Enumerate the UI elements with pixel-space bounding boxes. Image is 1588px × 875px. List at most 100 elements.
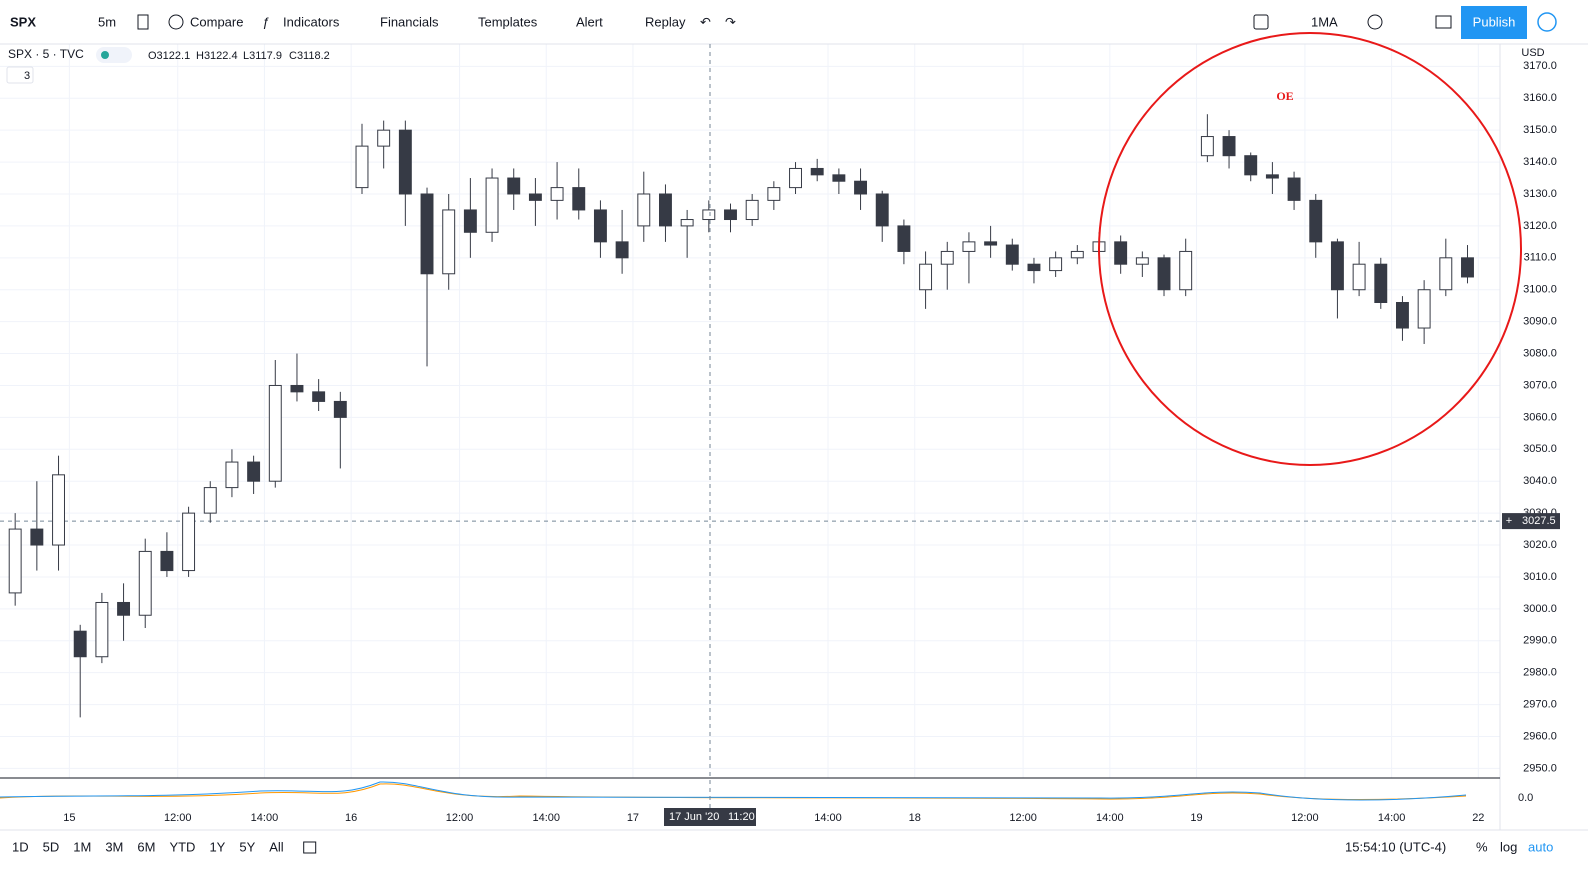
legend-low: L3117.9 bbox=[243, 50, 282, 62]
candle-body bbox=[789, 167, 802, 189]
templates[interactable]: Templates bbox=[478, 14, 538, 29]
compare[interactable]: Compare bbox=[190, 14, 243, 29]
indicators[interactable]: Indicators bbox=[283, 14, 340, 29]
range-button[interactable]: 6M bbox=[137, 839, 155, 854]
candle bbox=[117, 583, 131, 641]
y-tick-label: 3070.0 bbox=[1523, 379, 1557, 391]
candle-body bbox=[247, 461, 261, 482]
publish-button[interactable] bbox=[1461, 6, 1527, 39]
auto[interactable]: auto bbox=[1528, 839, 1553, 854]
candle bbox=[1395, 296, 1409, 341]
range-button[interactable]: 1Y bbox=[209, 839, 225, 854]
compare-icon[interactable] bbox=[168, 14, 184, 30]
financials[interactable]: Financials bbox=[380, 14, 439, 29]
range-button[interactable]: All bbox=[269, 839, 284, 854]
percent[interactable]: % bbox=[1476, 839, 1488, 854]
candle bbox=[463, 178, 477, 258]
fx-icon: ƒ bbox=[262, 14, 269, 29]
candle bbox=[1244, 152, 1258, 182]
layout[interactable]: 1MA bbox=[1311, 14, 1338, 29]
crosshair-date: 17 Jun '20 bbox=[669, 811, 719, 823]
candle-body bbox=[659, 193, 672, 227]
range-button[interactable]: 1D bbox=[12, 839, 29, 854]
range-button[interactable]: 3M bbox=[105, 839, 123, 854]
candle-body bbox=[420, 193, 434, 275]
candle bbox=[832, 168, 846, 194]
candle-body bbox=[680, 219, 694, 227]
candle-body bbox=[702, 209, 716, 221]
redo[interactable]: ↷ bbox=[725, 14, 736, 29]
candle-body bbox=[528, 193, 542, 201]
candle bbox=[919, 251, 933, 309]
candle-body bbox=[1439, 257, 1453, 291]
range-button[interactable]: 5Y bbox=[239, 839, 255, 854]
candle bbox=[355, 123, 369, 194]
candle bbox=[420, 187, 434, 367]
candle bbox=[312, 379, 326, 411]
candle-body bbox=[1374, 263, 1388, 303]
x-tick-label: 22 bbox=[1472, 812, 1484, 824]
candle-body bbox=[984, 241, 998, 246]
play-icon[interactable] bbox=[1537, 12, 1557, 32]
candle bbox=[52, 455, 65, 571]
alert[interactable]: Alert bbox=[576, 14, 603, 29]
candle bbox=[702, 200, 716, 233]
snapshot-icon[interactable] bbox=[1435, 15, 1452, 29]
candle bbox=[962, 232, 976, 284]
candle-body bbox=[962, 241, 976, 252]
candle-body bbox=[1265, 174, 1279, 179]
candle-body bbox=[1395, 301, 1409, 329]
x-tick-label: 19 bbox=[1190, 812, 1202, 824]
candle bbox=[225, 449, 239, 498]
candle bbox=[73, 624, 87, 718]
symbol[interactable]: SPX bbox=[10, 14, 36, 29]
x-tick-label: 12:00 bbox=[1009, 812, 1037, 824]
interval[interactable]: 5m bbox=[98, 14, 116, 29]
candle bbox=[1049, 251, 1063, 277]
candle-body bbox=[1135, 257, 1149, 265]
candle bbox=[1222, 130, 1236, 169]
candle-body bbox=[117, 601, 131, 616]
y-tick-label: 3090.0 bbox=[1523, 316, 1557, 328]
candle-body bbox=[637, 193, 651, 227]
studies-toggle[interactable] bbox=[6, 66, 34, 84]
candle-body bbox=[160, 550, 174, 572]
candle-body bbox=[8, 528, 22, 594]
candle-body bbox=[724, 209, 737, 221]
candle-body bbox=[1352, 263, 1366, 291]
replay[interactable]: Replay bbox=[645, 14, 686, 29]
fullscreen-box[interactable] bbox=[1253, 14, 1269, 30]
y-tick-label: 3160.0 bbox=[1523, 92, 1557, 104]
studies-count[interactable]: 3 bbox=[24, 70, 30, 82]
settings-icon[interactable] bbox=[1367, 14, 1383, 30]
bottom-bar: 1D 5D 1M 3M 6M YTD 1Y 5Y All bbox=[12, 839, 317, 854]
candle-body bbox=[572, 187, 586, 211]
goto-date-icon bbox=[303, 841, 317, 854]
candle-body bbox=[355, 145, 369, 189]
undo[interactable]: ↶ bbox=[700, 14, 711, 29]
y-tick-label: 3140.0 bbox=[1523, 156, 1557, 168]
publish[interactable]: Publish bbox=[1473, 14, 1516, 29]
crosshair-time: 11:20 bbox=[728, 811, 755, 823]
candle bbox=[1135, 251, 1149, 277]
candle bbox=[1439, 238, 1453, 297]
candle-body bbox=[398, 129, 412, 195]
x-tick-label: 14:00 bbox=[1096, 812, 1124, 824]
y-tick-label: 3010.0 bbox=[1523, 571, 1557, 583]
log[interactable]: log bbox=[1500, 839, 1517, 854]
range-button[interactable]: 5D bbox=[43, 839, 60, 854]
x-tick-label: 14:00 bbox=[814, 812, 842, 824]
crosshair-price: 3027.5 bbox=[1522, 515, 1556, 527]
candle bbox=[637, 171, 651, 242]
candle-body bbox=[854, 180, 868, 195]
y-tick-label: 3100.0 bbox=[1523, 284, 1557, 296]
crosshair-plus: + bbox=[1506, 515, 1512, 527]
candle-body bbox=[615, 241, 629, 259]
legend-close: C3118.2 bbox=[289, 50, 330, 62]
range-button[interactable]: YTD bbox=[169, 839, 195, 854]
chart-type-icon[interactable] bbox=[137, 14, 149, 30]
range-button[interactable]: 1M bbox=[73, 839, 91, 854]
candle bbox=[507, 168, 521, 210]
